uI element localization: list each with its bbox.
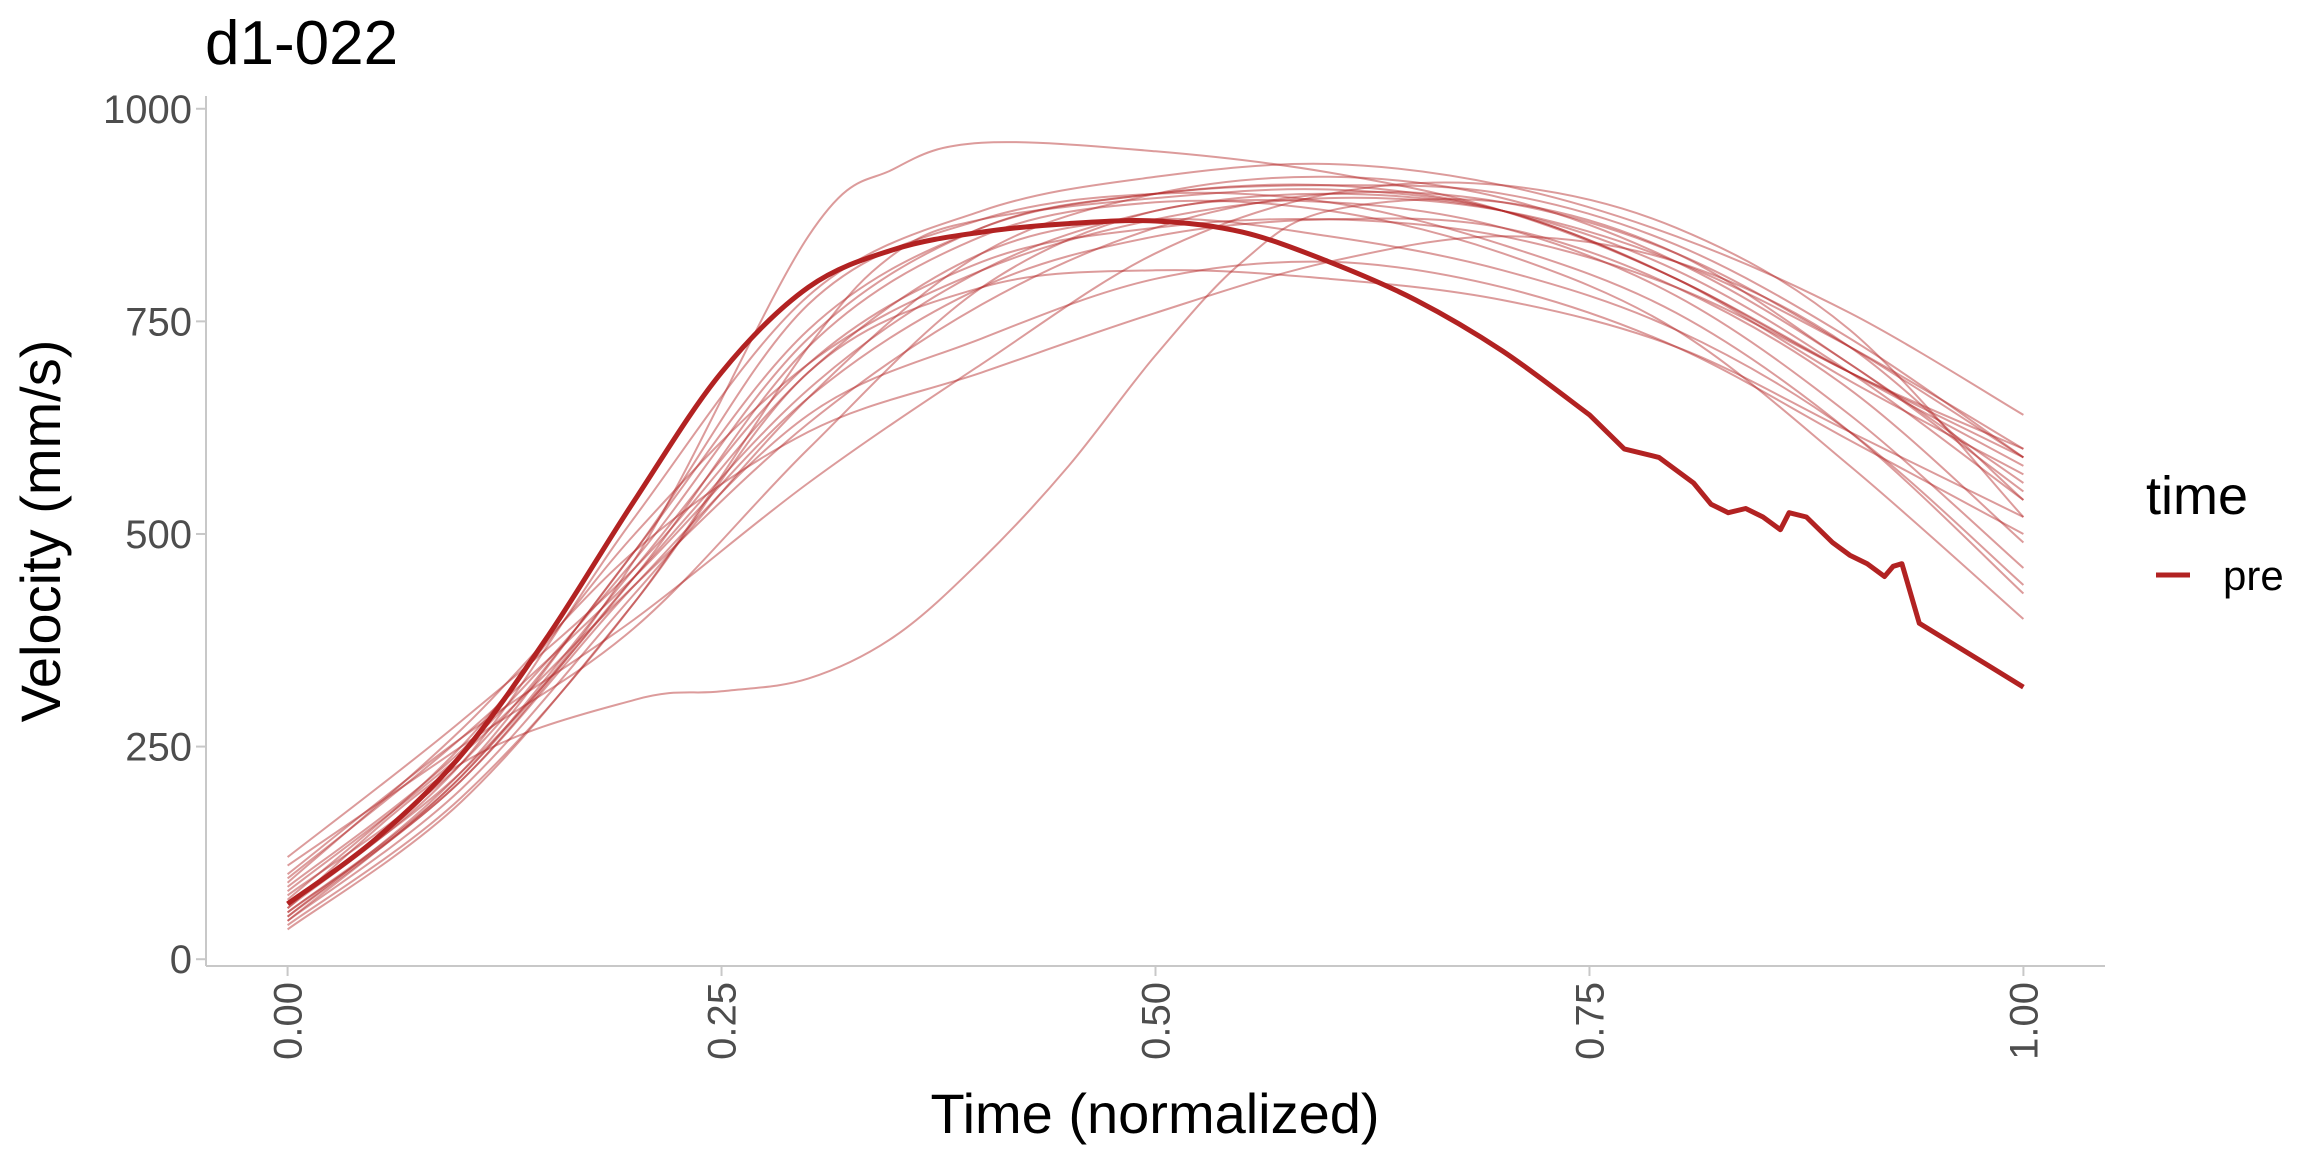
legend-label-pre: pre [2223, 552, 2284, 599]
y-tick-label: 500 [125, 513, 192, 557]
series-layer [286, 141, 2025, 931]
trial-series-line-7 [286, 175, 2024, 922]
y-tick-label: 1000 [103, 88, 192, 132]
x-tick-label: 0.00 [267, 982, 311, 1060]
trial-series-line-4 [286, 162, 2024, 909]
legend-title: time [2146, 466, 2248, 526]
trial-series-line-13 [286, 199, 2025, 905]
legend: time pre [2146, 466, 2284, 599]
trial-series-line-10 [287, 198, 2025, 867]
x-axis-title: Time (normalized) [930, 1082, 1379, 1145]
chart-title: d1-022 [205, 9, 398, 78]
mean-series-layer [286, 218, 2025, 906]
mean-series-line-pre [286, 218, 2025, 906]
x-tick-label: 0.75 [1569, 982, 1613, 1060]
trial-series-line-8 [286, 235, 2025, 884]
x-tick-label: 0.50 [1135, 982, 1179, 1060]
trial-series-line-3 [286, 141, 2024, 914]
trial-series-line-15 [286, 192, 2024, 914]
trial-series-line-16 [286, 198, 2024, 909]
trial-series-line-17 [286, 183, 2024, 918]
trial-series-line-19 [286, 184, 2024, 888]
x-tick-label: 1.00 [2002, 982, 2046, 1060]
trial-series-line-11 [286, 217, 2025, 858]
trial-series-line-9 [286, 181, 2025, 875]
y-tick-label: 250 [125, 726, 192, 770]
x-ticks: 0.00 0.25 0.50 0.75 1.00 [267, 966, 2046, 1060]
y-ticks: 0 250 500 750 1000 [103, 88, 206, 982]
trial-series-line-2 [286, 260, 2024, 918]
trial-series-line-18 [286, 217, 2024, 922]
trial-series-line-1 [287, 188, 2024, 927]
trial-series-line-6 [286, 190, 2024, 892]
trial-series-line-20 [286, 217, 2025, 880]
y-tick-label: 0 [170, 938, 192, 982]
trial-series-line-5 [286, 196, 2024, 901]
y-tick-label: 750 [125, 300, 192, 344]
y-axis-title: Velocity (mm/s) [9, 340, 72, 723]
trial-series-line-12 [286, 191, 2025, 897]
trial-series-line-14 [287, 269, 2024, 931]
x-tick-label: 0.25 [701, 982, 745, 1060]
